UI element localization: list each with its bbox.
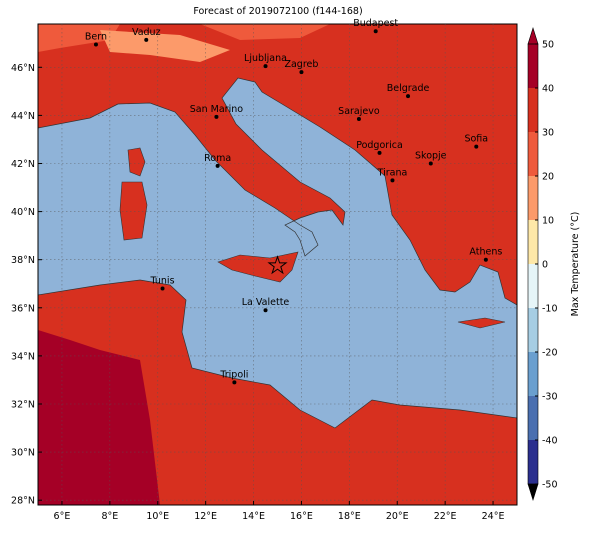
colorbar-label: Max Temperature (°C)	[570, 212, 581, 317]
city-label: Roma	[204, 153, 231, 164]
city-label: San Marino	[190, 104, 243, 115]
lon-tick-label: 20°E	[386, 511, 409, 522]
lat-tick-label: 30°N	[11, 448, 35, 459]
lon-tick-label: 16°E	[290, 511, 313, 522]
city-label: Vaduz	[132, 27, 161, 38]
colorbar-band	[528, 176, 538, 220]
colorbar-tick-label: -30	[542, 392, 558, 403]
city-label: Tirana	[377, 167, 408, 178]
city-label: Bern	[85, 31, 107, 42]
lat-tick-label: 46°N	[11, 63, 35, 74]
city-label: Sofia	[464, 134, 488, 145]
city-marker	[232, 380, 237, 385]
colorbar-band	[528, 264, 538, 308]
lat-tick-label: 38°N	[11, 255, 35, 266]
lat-tick-label: 42°N	[11, 159, 35, 170]
lon-tick-label: 18°E	[338, 511, 361, 522]
colorbar-tick-label: 20	[542, 172, 554, 183]
city-label: Belgrade	[387, 83, 430, 94]
colorbar-band	[528, 44, 538, 88]
colorbar-band	[528, 440, 538, 484]
lon-tick-label: 8°E	[101, 511, 118, 522]
colorbar-tick-label: -50	[542, 480, 558, 491]
colorbar-band	[528, 132, 538, 176]
city-marker	[263, 308, 268, 313]
colorbar-tick-label: -40	[542, 436, 558, 447]
city-label: Podgorica	[356, 140, 403, 151]
city-marker	[377, 150, 382, 155]
colorbar-band	[528, 396, 538, 440]
colorbar-band	[528, 308, 538, 352]
colorbar-extend-bottom	[527, 483, 539, 502]
lat-tick-label: 36°N	[11, 303, 35, 314]
city-label: Tripoli	[219, 369, 248, 380]
lon-tick-label: 24°E	[482, 511, 505, 522]
city-marker	[215, 163, 220, 168]
lon-tick-label: 14°E	[242, 511, 265, 522]
colorbar-tick-label: 0	[542, 260, 548, 271]
city-marker	[144, 37, 149, 42]
city-marker	[93, 42, 98, 47]
city-label: Tunis	[150, 276, 175, 287]
city-marker	[428, 161, 433, 166]
lat-tick-label: 40°N	[11, 207, 35, 218]
colorbar-tick-label: 30	[542, 128, 554, 139]
lon-tick-label: 22°E	[434, 511, 457, 522]
city-marker	[263, 64, 268, 69]
map-title: Forecast of 2019072100 (f144-168)	[193, 6, 362, 17]
city-label: Sarajevo	[338, 106, 380, 117]
lat-tick-label: 34°N	[11, 351, 35, 362]
colorbar-band	[528, 352, 538, 396]
city-label: La Valette	[242, 297, 290, 308]
colorbar-tick-label: 40	[542, 84, 554, 95]
colorbar-tick-label: -10	[542, 304, 558, 315]
colorbar-tick-label: -20	[542, 348, 558, 359]
lon-tick-label: 12°E	[194, 511, 217, 522]
colorbar-tick-label: 50	[542, 40, 554, 51]
city-marker	[406, 94, 411, 99]
lat-tick-label: 44°N	[11, 111, 35, 122]
lat-tick-label: 28°N	[11, 496, 35, 507]
city-marker	[373, 29, 378, 34]
colorbar-tick-label: 10	[542, 216, 554, 227]
city-label: Ljubljana	[244, 53, 287, 64]
map-frame	[37, 23, 518, 506]
city-marker	[299, 70, 304, 75]
colorbar-band	[528, 220, 538, 264]
lon-tick-label: 10°E	[146, 511, 169, 522]
colorbar-band	[528, 88, 538, 132]
city-marker	[483, 257, 488, 262]
city-marker	[160, 286, 165, 291]
lat-tick-label: 32°N	[11, 399, 35, 410]
city-label: Skopje	[415, 150, 447, 161]
city-marker	[390, 178, 395, 183]
star-marker	[267, 255, 288, 275]
city-marker	[214, 114, 219, 119]
city-marker	[474, 144, 479, 149]
city-label: Athens	[469, 247, 502, 258]
city-label: Zagreb	[284, 59, 318, 70]
city-label: Budapest	[353, 18, 398, 29]
lon-tick-label: 6°E	[54, 511, 71, 522]
city-marker	[356, 116, 361, 121]
colorbar-extend-top	[527, 26, 539, 45]
